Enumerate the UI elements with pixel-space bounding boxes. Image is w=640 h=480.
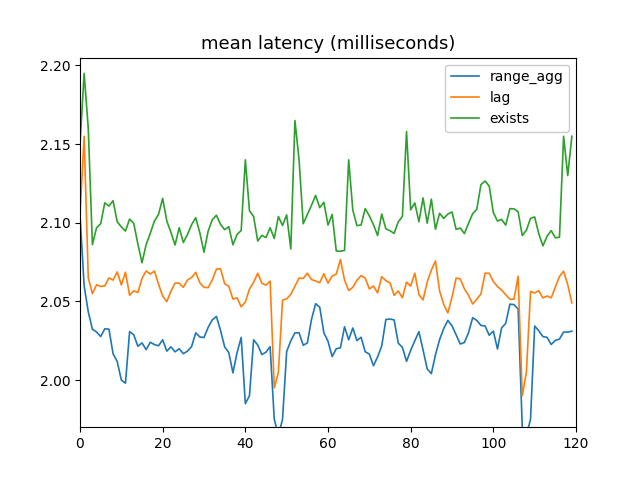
- exists: [424, 220, 431, 226]
- exists: [188, 222, 195, 228]
- lag: [212, 266, 220, 272]
- exists: [473, 206, 481, 212]
- range_agg: [568, 328, 576, 334]
- range_agg: [179, 351, 187, 357]
- lag: [518, 393, 526, 398]
- Title: mean latency (milliseconds): mean latency (milliseconds): [201, 35, 455, 53]
- exists: [568, 133, 576, 139]
- Legend: range_agg, lag, exists: range_agg, lag, exists: [445, 64, 569, 132]
- range_agg: [419, 347, 427, 353]
- lag: [419, 297, 427, 303]
- range_agg: [209, 317, 216, 323]
- Line: range_agg: range_agg: [80, 215, 572, 435]
- range_agg: [353, 338, 361, 344]
- exists: [138, 260, 146, 265]
- exists: [217, 221, 225, 227]
- range_agg: [76, 212, 84, 218]
- lag: [80, 133, 88, 139]
- range_agg: [556, 336, 563, 342]
- exists: [560, 133, 568, 139]
- lag: [560, 268, 568, 274]
- exists: [80, 71, 88, 76]
- exists: [76, 141, 84, 147]
- exists: [357, 222, 365, 228]
- lag: [184, 277, 191, 283]
- lag: [76, 212, 84, 218]
- lag: [568, 300, 576, 306]
- lag: [353, 277, 361, 283]
- range_agg: [469, 315, 477, 321]
- lag: [469, 301, 477, 307]
- Line: lag: lag: [80, 136, 572, 396]
- range_agg: [275, 432, 282, 438]
- Line: exists: exists: [80, 73, 572, 263]
